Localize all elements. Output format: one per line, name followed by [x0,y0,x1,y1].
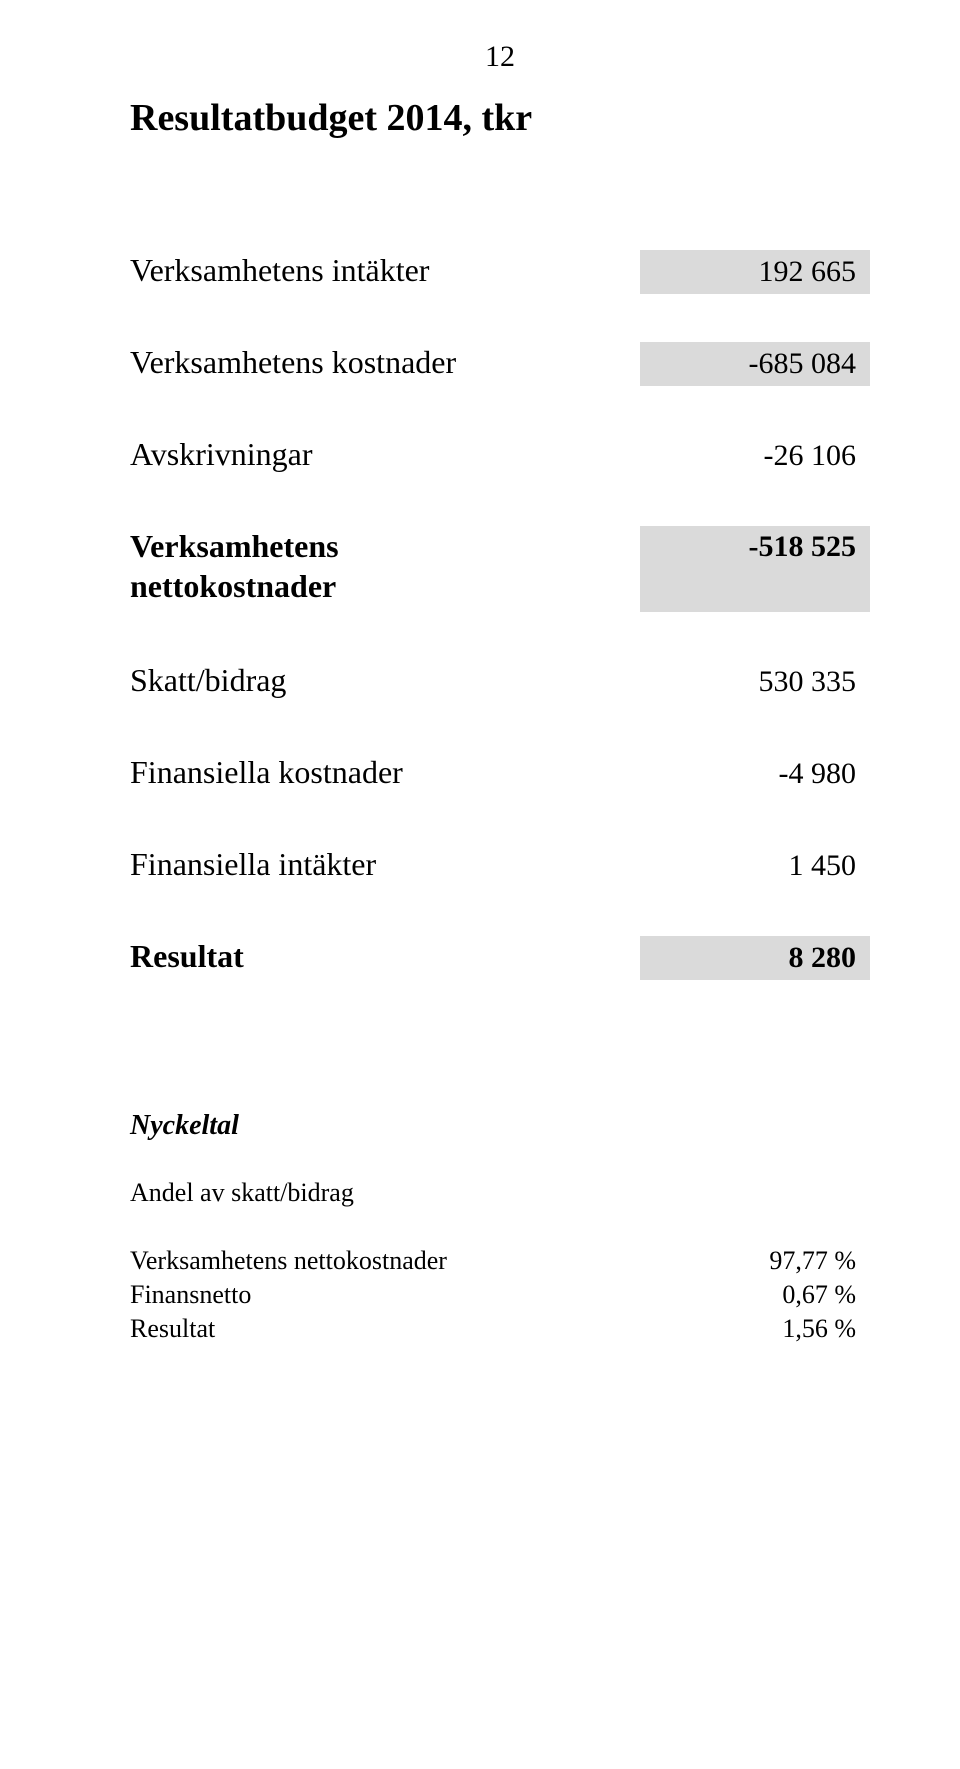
row-value-cell: -4 980 [635,752,870,796]
kpi-value: 97,77 % [621,1246,870,1280]
row-label: Verksamhetens kostnader [130,342,635,386]
row-value-cell: 8 280 [635,936,870,980]
table-row: Skatt/bidrag 530 335 [130,660,870,704]
row-value: 192 665 [640,250,870,294]
row-label: Resultat [130,936,635,980]
page-title: Resultatbudget 2014, tkr [130,96,870,140]
row-label: Avskrivningar [130,434,635,478]
table-row: Verksamhetens kostnader -685 084 [130,342,870,386]
row-value-cell: -685 084 [635,342,870,386]
row-value: 8 280 [640,936,870,980]
kpi-value: 0,67 % [621,1280,870,1314]
table-row: Finansiella intäkter 1 450 [130,844,870,888]
row-value-cell: -518 525 [635,526,870,612]
table-row: Verksamhetens nettokostnader 97,77 % [130,1246,870,1280]
document-page: 12 Resultatbudget 2014, tkr Verksamheten… [0,0,960,1769]
kpi-label: Finansnetto [130,1280,621,1314]
kpi-title: Nyckeltal [130,1110,870,1142]
kpi-label: Resultat [130,1314,621,1348]
row-label: Verksamhetens intäkter [130,250,635,294]
kpi-label: Verksamhetens nettokostnader [130,1246,621,1280]
row-value: -4 980 [640,752,870,796]
row-value: -685 084 [640,342,870,386]
table-row: Finansnetto 0,67 % [130,1280,870,1314]
kpi-table: Verksamhetens nettokostnader 97,77 % Fin… [130,1246,870,1348]
kpi-subtitle: Andel av skatt/bidrag [130,1178,870,1208]
budget-table: Verksamhetens intäkter 192 665 Verksamhe… [130,250,870,980]
row-value: -518 525 [640,526,870,612]
table-row: Avskrivningar -26 106 [130,434,870,478]
table-row: Verksamhetens nettokostnader -518 525 [130,526,870,612]
row-value-cell: -26 106 [635,434,870,478]
row-value: -26 106 [640,434,870,478]
row-label: Verksamhetens nettokostnader [130,526,635,612]
row-label: Finansiella kostnader [130,752,635,796]
table-row: Resultat 1,56 % [130,1314,870,1348]
page-number: 12 [130,40,870,74]
row-label: Skatt/bidrag [130,660,635,704]
row-value: 530 335 [640,660,870,704]
row-value-cell: 192 665 [635,250,870,294]
row-label: Finansiella intäkter [130,844,635,888]
row-value-cell: 530 335 [635,660,870,704]
table-row: Resultat 8 280 [130,936,870,980]
row-value: 1 450 [640,844,870,888]
table-row: Finansiella kostnader -4 980 [130,752,870,796]
row-value-cell: 1 450 [635,844,870,888]
kpi-value: 1,56 % [621,1314,870,1348]
table-row: Verksamhetens intäkter 192 665 [130,250,870,294]
